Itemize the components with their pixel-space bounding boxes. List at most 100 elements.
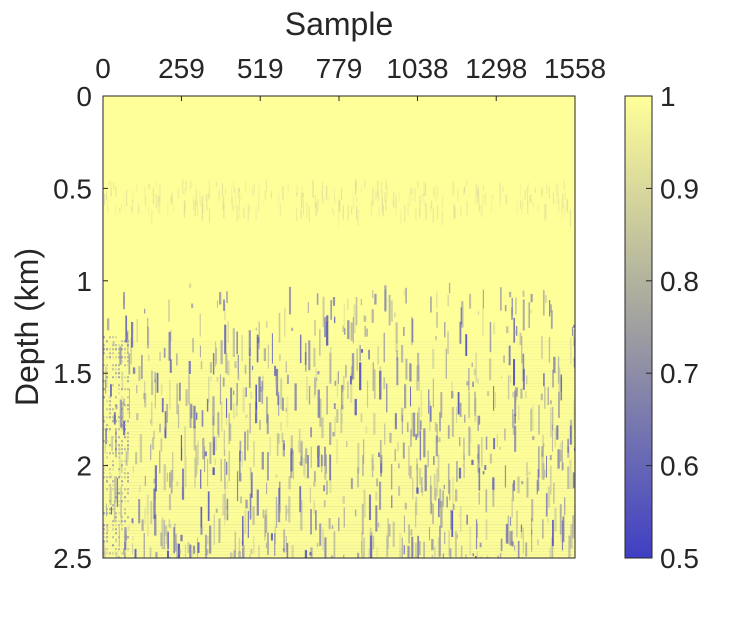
heatmap-cell xyxy=(168,299,170,322)
heatmap-cell xyxy=(115,492,117,495)
heatmap-cell xyxy=(192,545,196,554)
heatmap-cell xyxy=(103,364,105,367)
heatmap-cell xyxy=(354,509,357,517)
heatmap-cell xyxy=(500,375,503,379)
heatmap-cell xyxy=(136,183,138,193)
heatmap-cell xyxy=(360,186,362,192)
heatmap-cell xyxy=(235,401,238,417)
heatmap-cell xyxy=(238,552,242,558)
heatmap-cell xyxy=(511,297,513,316)
heatmap-cell xyxy=(343,375,345,390)
heatmap-cell xyxy=(103,400,575,403)
heatmap-cell xyxy=(299,486,302,513)
heatmap-cell xyxy=(478,415,481,425)
heatmap-cell xyxy=(103,512,105,515)
heatmap-cell xyxy=(499,287,502,311)
heatmap-cell xyxy=(403,326,405,337)
heatmap-cell xyxy=(212,436,216,456)
heatmap-cell xyxy=(437,205,439,221)
heatmap-cell xyxy=(412,541,414,558)
heatmap-cell xyxy=(164,525,168,537)
heatmap-cell xyxy=(144,186,146,198)
heatmap-cell xyxy=(245,387,247,397)
heatmap-cell xyxy=(514,414,516,424)
heatmap-cell xyxy=(103,352,575,355)
heatmap-cell xyxy=(151,370,153,395)
heatmap-cell xyxy=(519,199,522,209)
heatmap-cell xyxy=(112,364,114,367)
heatmap-cell xyxy=(275,376,278,387)
heatmap-cell xyxy=(487,557,489,558)
heatmap-cell xyxy=(432,503,434,524)
heatmap-cell xyxy=(419,195,421,208)
heatmap-cell xyxy=(121,401,124,429)
heatmap-cell xyxy=(250,468,252,493)
heatmap-cell xyxy=(233,205,235,212)
heatmap-cell xyxy=(124,496,126,499)
heatmap-cell xyxy=(359,345,361,361)
heatmap-cell xyxy=(121,500,123,503)
heatmap-cell xyxy=(200,469,202,489)
heatmap-cell xyxy=(154,372,157,383)
heatmap-cell xyxy=(266,396,268,424)
heatmap-cell xyxy=(350,373,353,403)
heatmap-cell xyxy=(103,364,575,367)
heatmap-cell xyxy=(511,497,513,518)
heatmap-cell xyxy=(104,443,106,454)
heatmap-cell xyxy=(323,446,327,467)
heatmap-cell xyxy=(250,548,253,554)
heatmap-cell xyxy=(433,473,436,500)
heatmap-cell xyxy=(329,352,332,384)
heatmap-cell xyxy=(127,476,129,479)
heatmap-cell xyxy=(249,467,252,480)
heatmap-cell xyxy=(103,370,575,373)
heatmap-cell xyxy=(161,519,164,550)
heatmap-cell xyxy=(313,394,316,398)
heatmap-cell xyxy=(517,540,520,558)
heatmap-cell xyxy=(329,478,332,493)
heatmap-cell xyxy=(103,409,575,412)
heatmap-cell xyxy=(195,444,198,474)
heatmap-cell xyxy=(226,480,228,489)
heatmap-cell xyxy=(112,484,114,487)
heatmap-cell xyxy=(399,548,402,558)
heatmap-cell xyxy=(376,478,379,487)
heatmap-cell xyxy=(486,391,490,397)
heatmap-cell xyxy=(124,548,126,551)
heatmap-cell xyxy=(434,488,437,501)
heatmap-cell xyxy=(471,459,474,465)
heatmap-cell xyxy=(115,348,117,351)
heatmap-cell xyxy=(429,405,432,422)
heatmap-cell xyxy=(472,553,474,557)
heatmap-cell xyxy=(252,365,254,371)
heatmap-cell xyxy=(324,317,327,338)
heatmap-cell xyxy=(270,533,273,541)
heatmap-cell xyxy=(207,458,209,487)
heatmap-cell xyxy=(531,499,534,522)
heatmap-cell xyxy=(206,549,209,556)
heatmap-cell xyxy=(234,190,237,208)
heatmap-cell xyxy=(412,477,414,500)
heatmap-cell xyxy=(103,460,575,463)
heatmap-cell xyxy=(401,537,403,558)
heatmap-cell xyxy=(106,424,108,427)
heatmap-cell xyxy=(504,465,507,488)
heatmap-cell xyxy=(115,532,117,535)
heatmap-cell xyxy=(544,295,547,303)
heatmap-cell xyxy=(369,532,373,558)
heatmap-cell xyxy=(255,384,257,410)
heatmap-cell xyxy=(112,420,114,423)
heatmap-cell xyxy=(223,299,225,311)
heatmap-cell xyxy=(337,371,339,384)
heatmap-cell xyxy=(554,198,556,204)
heatmap-cell xyxy=(225,353,228,374)
heatmap-cell xyxy=(530,193,532,199)
heatmap-cell xyxy=(316,542,319,547)
heatmap-cell xyxy=(324,463,327,480)
heatmap-cell xyxy=(192,550,194,557)
heatmap-cell xyxy=(409,363,412,382)
heatmap-cell xyxy=(296,207,298,221)
heatmap-cell xyxy=(512,483,514,502)
heatmap-cell xyxy=(530,408,532,432)
heatmap-cell xyxy=(115,364,117,367)
